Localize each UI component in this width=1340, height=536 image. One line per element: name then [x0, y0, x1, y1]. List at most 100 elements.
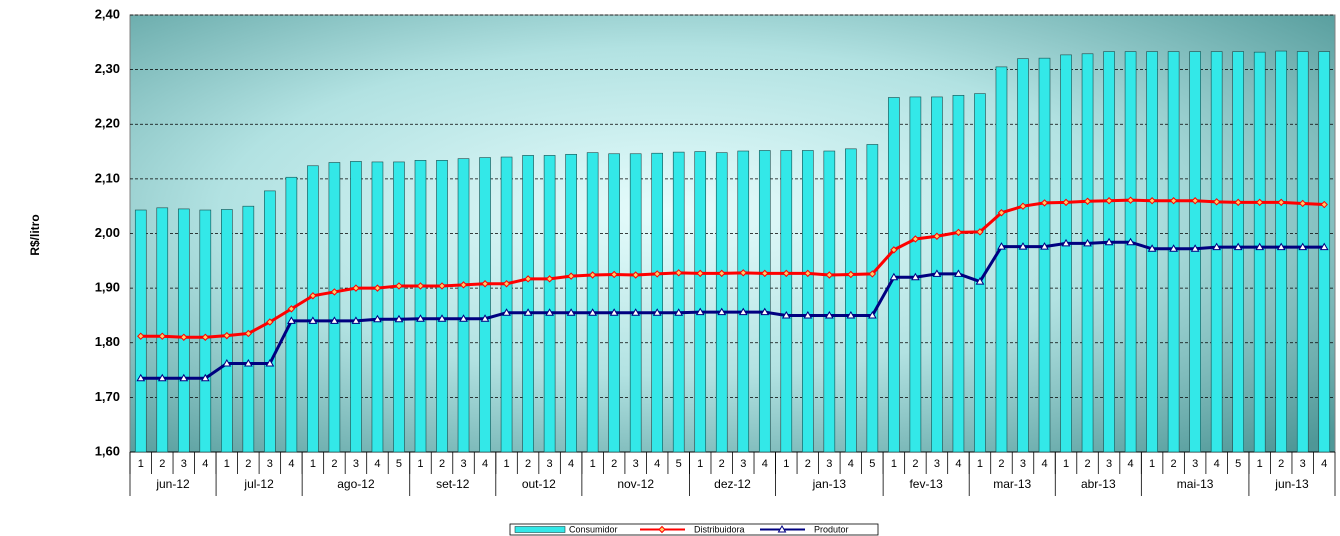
y-tick-label: 1,70 — [95, 389, 120, 404]
point — [373, 314, 382, 323]
bar — [629, 153, 642, 453]
bar — [1103, 51, 1115, 453]
point — [309, 292, 317, 300]
x-tick-label: 4 — [1321, 458, 1327, 470]
x-tick-label: 4 — [1041, 458, 1047, 470]
point — [265, 359, 275, 367]
x-tick-label: 2 — [998, 458, 1004, 470]
bar — [1167, 51, 1180, 453]
bar — [350, 161, 362, 453]
bar — [1232, 51, 1244, 453]
x-group-label: mai-13 — [1177, 477, 1214, 491]
point — [437, 314, 447, 322]
x-tick-label: 3 — [460, 458, 466, 470]
point — [287, 305, 296, 313]
point — [588, 271, 597, 279]
bar — [414, 160, 427, 453]
bar — [522, 155, 534, 453]
point — [201, 333, 210, 341]
x-tick-label: 3 — [353, 458, 359, 470]
x-tick-label: 3 — [740, 458, 746, 470]
x-tick-label: 5 — [676, 458, 682, 470]
x-tick-label: 2 — [912, 458, 918, 470]
point — [524, 275, 532, 283]
point — [480, 314, 490, 322]
x-tick-label: 4 — [1128, 458, 1134, 470]
point — [137, 332, 145, 340]
x-tick-label: 1 — [977, 458, 983, 470]
point — [1147, 244, 1157, 252]
x-group-label: jan-13 — [812, 477, 847, 491]
point — [588, 308, 598, 316]
bar — [393, 161, 405, 453]
x-tick-label: 2 — [331, 458, 337, 470]
bar — [1296, 51, 1309, 453]
point — [652, 308, 662, 316]
x-tick-label: 3 — [633, 458, 639, 470]
point — [1277, 198, 1285, 207]
point — [825, 271, 834, 279]
point — [157, 373, 167, 382]
x-tick-label: 3 — [934, 458, 940, 470]
point — [975, 277, 985, 285]
x-tick-label: 3 — [1106, 458, 1112, 470]
x-tick-label: 1 — [138, 458, 144, 470]
point — [1083, 197, 1092, 205]
x-group-label: jun-13 — [1274, 477, 1309, 491]
point — [1018, 242, 1028, 250]
x-tick-label: 4 — [1214, 458, 1220, 470]
point — [674, 308, 684, 316]
bar — [307, 165, 319, 453]
x-tick-label: 2 — [1278, 458, 1284, 470]
bar — [758, 150, 771, 453]
x-tick-label: 2 — [245, 458, 251, 470]
point — [954, 228, 963, 237]
point — [695, 307, 705, 316]
point — [330, 316, 339, 324]
point — [1040, 199, 1049, 207]
bar — [1017, 58, 1029, 453]
x-tick-label: 1 — [224, 458, 230, 470]
legend-marker — [658, 525, 666, 534]
point — [351, 316, 361, 324]
bar — [543, 155, 556, 453]
point — [158, 332, 166, 340]
point — [244, 329, 253, 338]
bar — [1253, 51, 1266, 453]
bar — [845, 148, 857, 453]
bar — [500, 156, 513, 453]
x-tick-label: 1 — [783, 458, 789, 470]
point — [1234, 198, 1242, 207]
x-tick-label: 4 — [654, 458, 660, 470]
bar — [737, 150, 750, 453]
bar — [586, 152, 599, 453]
y-axis-label: R$/litro — [28, 214, 42, 255]
point — [1104, 237, 1114, 246]
point — [868, 270, 877, 278]
bar — [565, 153, 577, 453]
point — [1212, 198, 1221, 206]
point — [911, 235, 920, 243]
point — [1169, 244, 1178, 252]
point — [394, 314, 404, 323]
point — [1062, 198, 1070, 207]
point — [1320, 200, 1328, 209]
point — [1061, 238, 1071, 247]
point — [567, 272, 575, 280]
point — [610, 270, 618, 279]
point — [760, 307, 770, 316]
bar — [285, 176, 298, 453]
point — [180, 333, 188, 341]
point — [223, 331, 231, 340]
x-tick-label: 4 — [848, 458, 854, 470]
legend-box — [509, 523, 879, 536]
x-tick-label: 1 — [697, 458, 703, 470]
point — [308, 316, 318, 324]
point — [459, 314, 468, 322]
x-tick-label: 3 — [267, 458, 273, 470]
point — [1105, 197, 1113, 205]
legend-swatch — [514, 526, 566, 533]
point — [932, 269, 942, 277]
point — [545, 275, 554, 283]
x-group-label: nov-12 — [617, 477, 654, 491]
